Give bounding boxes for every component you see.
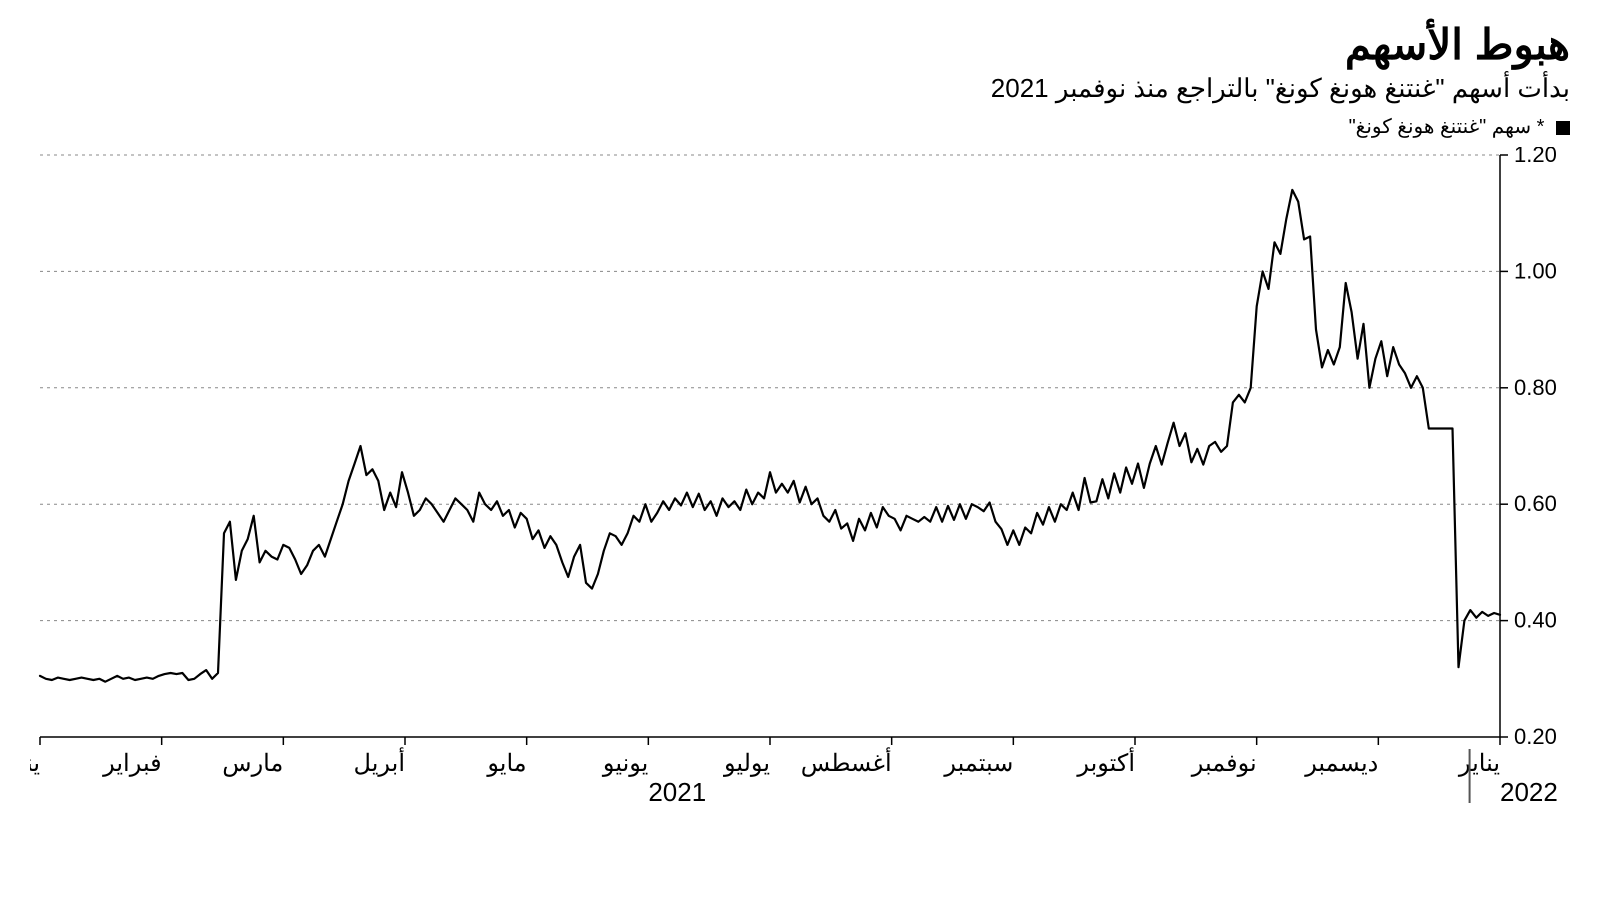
chart-legend: * سهم "غنتنغ هونغ كونغ" bbox=[30, 114, 1570, 139]
svg-text:مارس: مارس bbox=[222, 750, 283, 777]
svg-text:يناير: يناير bbox=[1458, 750, 1500, 777]
legend-label: * سهم "غنتنغ هونغ كونغ" bbox=[1349, 116, 1545, 138]
svg-text:0.40: 0.40 bbox=[1514, 608, 1557, 633]
svg-text:2022: 2022 bbox=[1500, 777, 1558, 807]
svg-text:فبراير: فبراير bbox=[102, 750, 162, 777]
line-chart-svg: 0.20 0.40 0.60 0.80 1.00 1.20 يناير فبراير مارس أ… bbox=[30, 147, 1570, 827]
svg-text:0.80: 0.80 bbox=[1514, 375, 1557, 400]
chart-title: هبوط الأسهم bbox=[30, 20, 1570, 69]
svg-text:2021: 2021 bbox=[648, 777, 706, 807]
legend-marker-icon bbox=[1556, 121, 1570, 135]
svg-text:مايو: مايو bbox=[486, 750, 526, 777]
chart-area: 0.200.400.600.801.001.20ينايرفبرايرمارسأ… bbox=[30, 147, 1570, 767]
svg-text:يوليو: يوليو bbox=[723, 750, 770, 777]
svg-text:يونيو: يونيو bbox=[602, 750, 648, 777]
svg-text:0.20: 0.20 bbox=[1514, 724, 1557, 749]
svg-text:نوفمبر: نوفمبر bbox=[1191, 750, 1257, 777]
svg-text:أغسطس: أغسطس bbox=[801, 746, 892, 777]
svg-text:1.00: 1.00 bbox=[1514, 258, 1557, 283]
svg-text:أبريل: أبريل bbox=[354, 746, 405, 777]
svg-text:ديسمبر: ديسمبر bbox=[1304, 750, 1378, 777]
svg-text:يناير: يناير bbox=[30, 750, 40, 777]
svg-text:0.60: 0.60 bbox=[1514, 491, 1557, 516]
svg-text:1.20: 1.20 bbox=[1514, 147, 1557, 167]
svg-text:سبتمبر: سبتمبر bbox=[943, 750, 1013, 777]
chart-subtitle: بدأت أسهم "غنتنغ هونغ كونغ" بالتراجع منذ… bbox=[30, 73, 1570, 104]
svg-text:أكتوبر: أكتوبر bbox=[1076, 746, 1135, 777]
